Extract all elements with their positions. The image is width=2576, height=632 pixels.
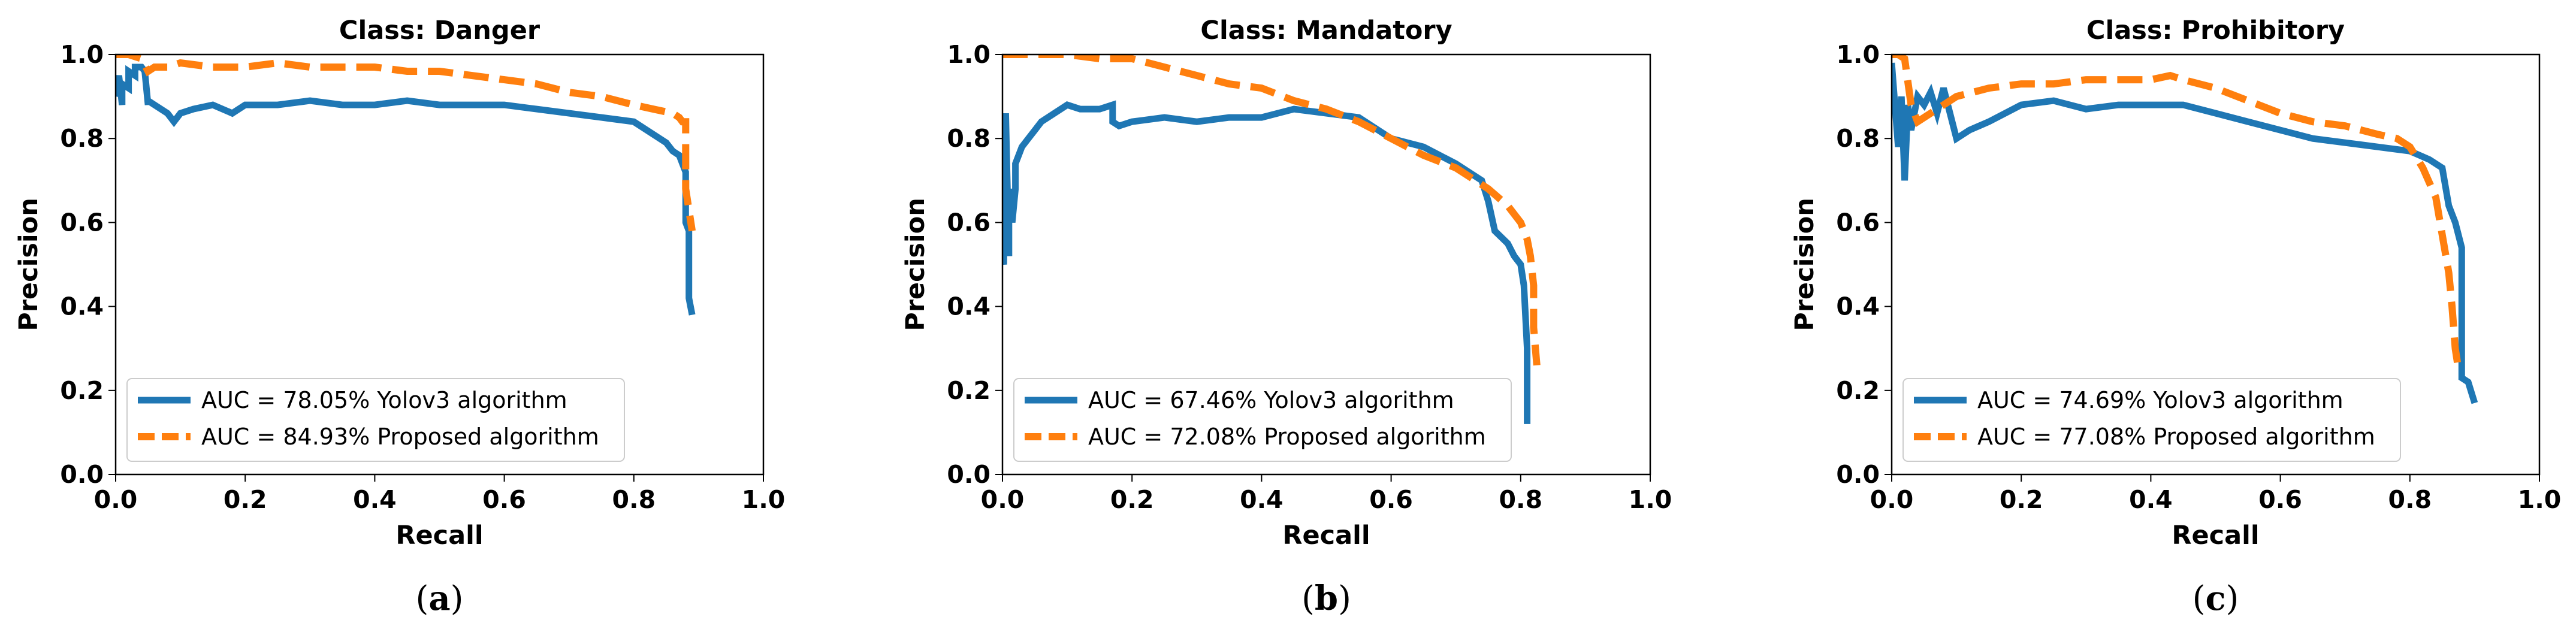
x-tick-label: 0.8	[612, 485, 656, 514]
chart-title: Class: Mandatory	[1200, 16, 1452, 46]
x-tick-label: 0.6	[2258, 485, 2302, 514]
x-tick-label: 0.8	[2388, 485, 2432, 514]
panel-caption-letter: b	[1315, 579, 1338, 618]
legend-box	[1902, 378, 2401, 462]
y-tick-label: 0.0	[60, 460, 104, 489]
x-tick-label: 0.6	[1369, 485, 1413, 514]
x-tick-label: 0.4	[353, 485, 397, 514]
panel-b: Class: Mandatory 0.0 0.2 0.4 0.6 0.8 1.0 0.0 0.2…	[887, 0, 1745, 632]
series-yolov3-line	[1002, 100, 1531, 424]
series-proposed-line	[116, 55, 696, 232]
x-tick-label: 0.4	[2129, 485, 2173, 514]
legend-label-yolov3: AUC = 74.69% Yolov3 algorithm	[1977, 387, 2344, 413]
chart-svg: Class: Danger 0.0 0.2 0.4 0.6 0.8 1.0 0.0 0.2 0.4…	[14, 16, 786, 618]
x-tick-label: 0.8	[1499, 485, 1542, 514]
y-tick-label: 0.4	[60, 292, 104, 321]
x-axis-label: Recall	[2172, 521, 2259, 551]
plot-frame	[1001, 53, 1651, 476]
y-tick-label: 1.0	[1836, 40, 1880, 69]
x-axis-label: Recall	[1282, 521, 1370, 551]
x-tick-label: 0.0	[981, 485, 1025, 514]
y-tick-label: 0.6	[1836, 208, 1880, 237]
y-axis-label: Precision	[901, 198, 931, 331]
y-tick-label: 0.8	[1836, 124, 1880, 153]
y-tick-label: 0.2	[947, 376, 990, 405]
y-tick-label: 0.8	[947, 124, 990, 153]
x-tick-label: 0.2	[2000, 485, 2043, 514]
y-tick-label: 0.0	[947, 460, 990, 489]
panel-caption-letter: c	[2205, 579, 2225, 618]
legend-label-proposed: AUC = 84.93% Proposed algorithm	[201, 424, 599, 450]
x-tick-label: 0.6	[482, 485, 526, 514]
panel-caption: (a)	[415, 579, 463, 618]
series-proposed-line	[1892, 55, 2462, 370]
panel-caption: (c)	[2193, 579, 2239, 618]
legend-box	[1013, 378, 1512, 462]
y-axis-label: Precision	[1790, 198, 1820, 331]
y-tick-label: 1.0	[947, 40, 990, 69]
legend: AUC = 78.05% Yolov3 algorithm AUC = 84.93…	[126, 378, 625, 462]
y-tick-label: 0.2	[60, 376, 104, 405]
x-tick-label: 0.0	[1870, 485, 1914, 514]
legend: AUC = 67.46% Yolov3 algorithm AUC = 72.08…	[1013, 378, 1512, 462]
x-tick-label: 1.0	[2518, 485, 2562, 514]
series-yolov3-line	[1892, 62, 2478, 404]
chart-title: Class: Danger	[339, 16, 540, 46]
y-tick-label: 0.4	[947, 292, 990, 321]
y-tick-label: 0.2	[1836, 376, 1880, 405]
x-tick-label: 1.0	[1629, 485, 1672, 514]
x-tick-label: 1.0	[742, 485, 786, 514]
series-proposed-line	[1002, 55, 1541, 366]
series-yolov3-line	[116, 63, 696, 316]
legend-label-proposed: AUC = 72.08% Proposed algorithm	[1088, 424, 1486, 450]
x-tick-label: 0.2	[1110, 485, 1154, 514]
y-tick-label: 1.0	[60, 40, 104, 69]
panel-caption-letter: a	[428, 579, 450, 618]
chart-title: Class: Prohibitory	[2086, 16, 2345, 46]
y-tick-label: 0.4	[1836, 292, 1880, 321]
legend: AUC = 74.69% Yolov3 algorithm AUC = 77.08…	[1902, 378, 2401, 462]
legend-label-yolov3: AUC = 78.05% Yolov3 algorithm	[201, 387, 567, 413]
x-axis-label: Recall	[395, 521, 483, 551]
x-tick-label: 0.2	[224, 485, 267, 514]
y-tick-label: 0.8	[60, 124, 104, 153]
legend-label-yolov3: AUC = 67.46% Yolov3 algorithm	[1088, 387, 1454, 413]
panel-caption: (b)	[1301, 579, 1351, 618]
legend-box	[126, 378, 625, 462]
chart-svg: Class: Mandatory 0.0 0.2 0.4 0.6 0.8 1.0 0.0 0.2…	[901, 16, 1672, 618]
y-tick-label: 0.6	[947, 208, 990, 237]
panel-a: Class: Danger 0.0 0.2 0.4 0.6 0.8 1.0 0.0 0.2 0.4…	[0, 0, 859, 632]
plot-frame	[1891, 53, 2541, 476]
x-tick-label: 0.4	[1240, 485, 1284, 514]
panel-c: Class: Prohibitory 0.0 0.2 0.4 0.6 0.8 1.0 0.0 0…	[1776, 0, 2576, 632]
y-tick-label: 0.6	[60, 208, 104, 237]
plot-frame	[114, 53, 765, 476]
y-tick-label: 0.0	[1836, 460, 1880, 489]
y-axis-label: Precision	[14, 198, 44, 331]
legend-label-proposed: AUC = 77.08% Proposed algorithm	[1977, 424, 2375, 450]
x-tick-label: 0.0	[94, 485, 138, 514]
chart-svg: Class: Prohibitory 0.0 0.2 0.4 0.6 0.8 1.0 0.0 0…	[1790, 16, 2562, 618]
